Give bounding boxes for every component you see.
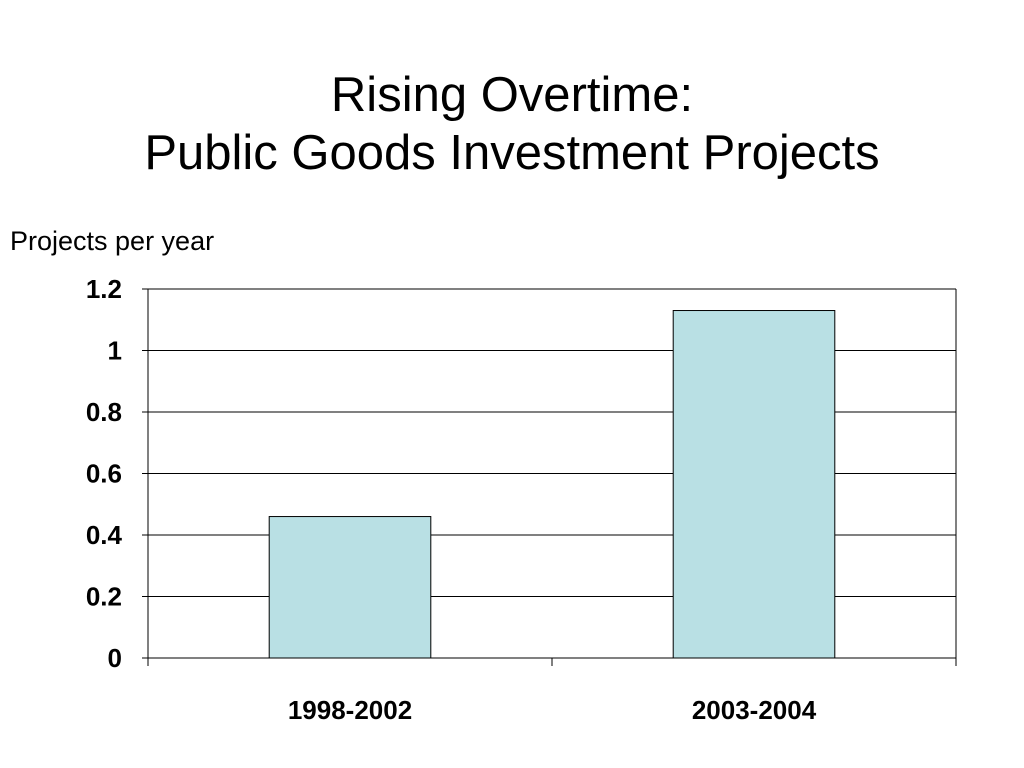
x-tick-label: 2003-2004: [692, 695, 817, 725]
x-tick-label: 1998-2002: [288, 695, 412, 725]
y-tick-label: 0.4: [86, 520, 123, 550]
y-tick-label: 0.8: [86, 397, 122, 427]
title-line-1: Rising Overtime:: [330, 68, 694, 122]
y-tick-label: 0.6: [86, 459, 122, 489]
bar: [268, 516, 432, 659]
y-tick-label: 0: [108, 643, 122, 673]
slide-title: Rising Overtime: Public Goods Investment…: [0, 66, 1024, 182]
y-axis-label: Projects per year: [10, 226, 214, 256]
y-tick-label: 1.2: [86, 274, 122, 304]
y-tick-label: 0.2: [86, 582, 122, 612]
title-line-2: Public Goods Investment Projects: [144, 126, 880, 180]
y-tick-label: 1: [108, 336, 122, 366]
plot-area: 0 0.2 0.4 0.6 0.8 1 1.2 1998-2002 2003-2004: [86, 274, 957, 725]
bar: [672, 310, 836, 659]
